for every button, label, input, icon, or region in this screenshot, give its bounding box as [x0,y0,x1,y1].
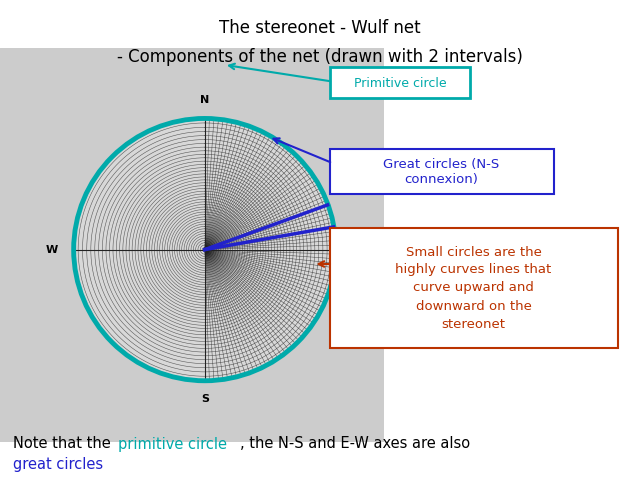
FancyBboxPatch shape [330,149,554,194]
Text: primitive circle: primitive circle [118,436,227,452]
Text: Small circles are the
highly curves lines that
curve upward and
downward on the
: Small circles are the highly curves line… [396,245,552,331]
Text: The stereonet - Wulf net: The stereonet - Wulf net [219,19,421,37]
Text: Note that the: Note that the [13,436,115,452]
Text: - Components of the net (drawn with 2 intervals): - Components of the net (drawn with 2 in… [117,48,523,66]
Text: Primitive circle: Primitive circle [354,76,446,90]
FancyBboxPatch shape [330,67,470,98]
Text: N: N [200,96,209,105]
Text: great circles: great circles [13,457,103,472]
Text: S: S [201,394,209,404]
Text: , the N-S and E-W axes are also: , the N-S and E-W axes are also [240,436,470,452]
Text: E: E [349,245,356,254]
Text: Great circles (N-S
connexion): Great circles (N-S connexion) [383,158,500,186]
Circle shape [74,119,336,381]
Text: W: W [45,245,58,254]
FancyBboxPatch shape [330,228,618,348]
